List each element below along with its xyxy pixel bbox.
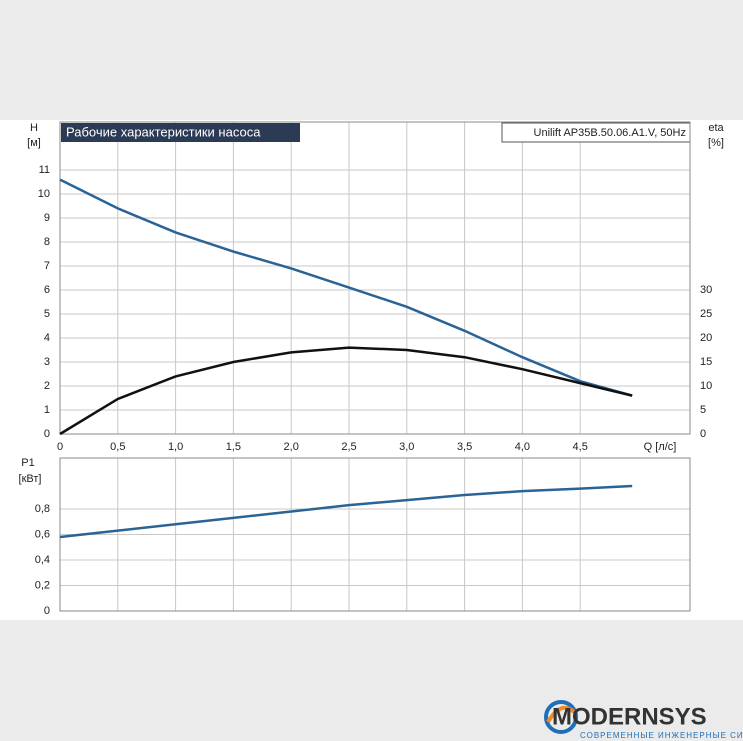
y2-tick-label: 0: [700, 428, 706, 440]
y2-tick-label: 15: [700, 356, 712, 368]
y-label: H: [30, 122, 38, 134]
y2-label: eta: [708, 122, 724, 134]
x-tick-label: 1,0: [168, 441, 183, 453]
y-tick-label: 0,4: [35, 554, 50, 566]
x-tick-label: 3,0: [399, 441, 414, 453]
y-tick-label: 0: [44, 605, 50, 617]
logo-icon: [544, 700, 578, 734]
plot-frame: [59, 121, 691, 435]
y2-tick-label: 20: [700, 332, 712, 344]
plot-frame: [59, 457, 691, 612]
model-label: Unilift AP35B.50.06.A1.V, 50Hz: [534, 127, 686, 139]
title-box: [61, 123, 300, 142]
logo-icon-accent: [546, 705, 576, 724]
y-tick-label: 2: [44, 380, 50, 392]
y-tick-label: 4: [44, 332, 50, 344]
y-tick-label: 0: [44, 428, 50, 440]
y-tick-label: 6: [44, 284, 50, 296]
series-line: [59, 346, 633, 436]
y-tick-label: 0,6: [35, 528, 50, 540]
y2-tick-label: 25: [700, 308, 712, 320]
y-label-unit: [м]: [27, 137, 41, 149]
y-tick-label: 0,2: [35, 579, 50, 591]
series-line: [59, 484, 633, 539]
y-tick-label: 8: [44, 236, 50, 248]
series-line: [59, 178, 633, 397]
y-tick-label: 9: [44, 212, 50, 224]
logo-name: MODERNSYS: [552, 703, 707, 730]
y-label: P1: [21, 457, 34, 469]
x-tick-label: 2,5: [341, 441, 356, 453]
chart-title: Рабочие характеристики насоса: [66, 124, 261, 139]
y2-tick-label: 10: [700, 380, 712, 392]
y-tick-label: 7: [44, 260, 50, 272]
x-tick-label: 3,5: [457, 441, 472, 453]
x-tick-label: 1,5: [226, 441, 241, 453]
y-tick-label: 1: [44, 404, 50, 416]
chart-panel: [0, 120, 743, 620]
y-tick-label: 3: [44, 356, 50, 368]
x-tick-label: 0: [57, 441, 63, 453]
y-label-unit: [кВт]: [19, 473, 42, 485]
y2-tick-label: 5: [700, 404, 706, 416]
logo-tagline: СОВРЕМЕННЫЕ ИНЖЕНЕРНЫЕ СИСТЕМЫ: [580, 731, 743, 740]
x-label: Q [л/с]: [644, 441, 677, 453]
x-tick-label: 2,0: [284, 441, 299, 453]
x-tick-label: 4,0: [515, 441, 530, 453]
x-tick-label: 4,5: [573, 441, 588, 453]
logo: MODERNSYS СОВРЕМЕННЫЕ ИНЖЕНЕРНЫЕ СИСТЕМЫ: [544, 700, 743, 740]
x-tick-label: 0,5: [110, 441, 125, 453]
y2-label-unit: [%]: [708, 137, 724, 149]
y-tick-label: 11: [39, 164, 50, 176]
y2-tick-label: 30: [700, 284, 712, 296]
y-tick-label: 0,8: [35, 503, 50, 515]
y-tick-label: 10: [38, 188, 50, 200]
y-tick-label: 5: [44, 308, 50, 320]
